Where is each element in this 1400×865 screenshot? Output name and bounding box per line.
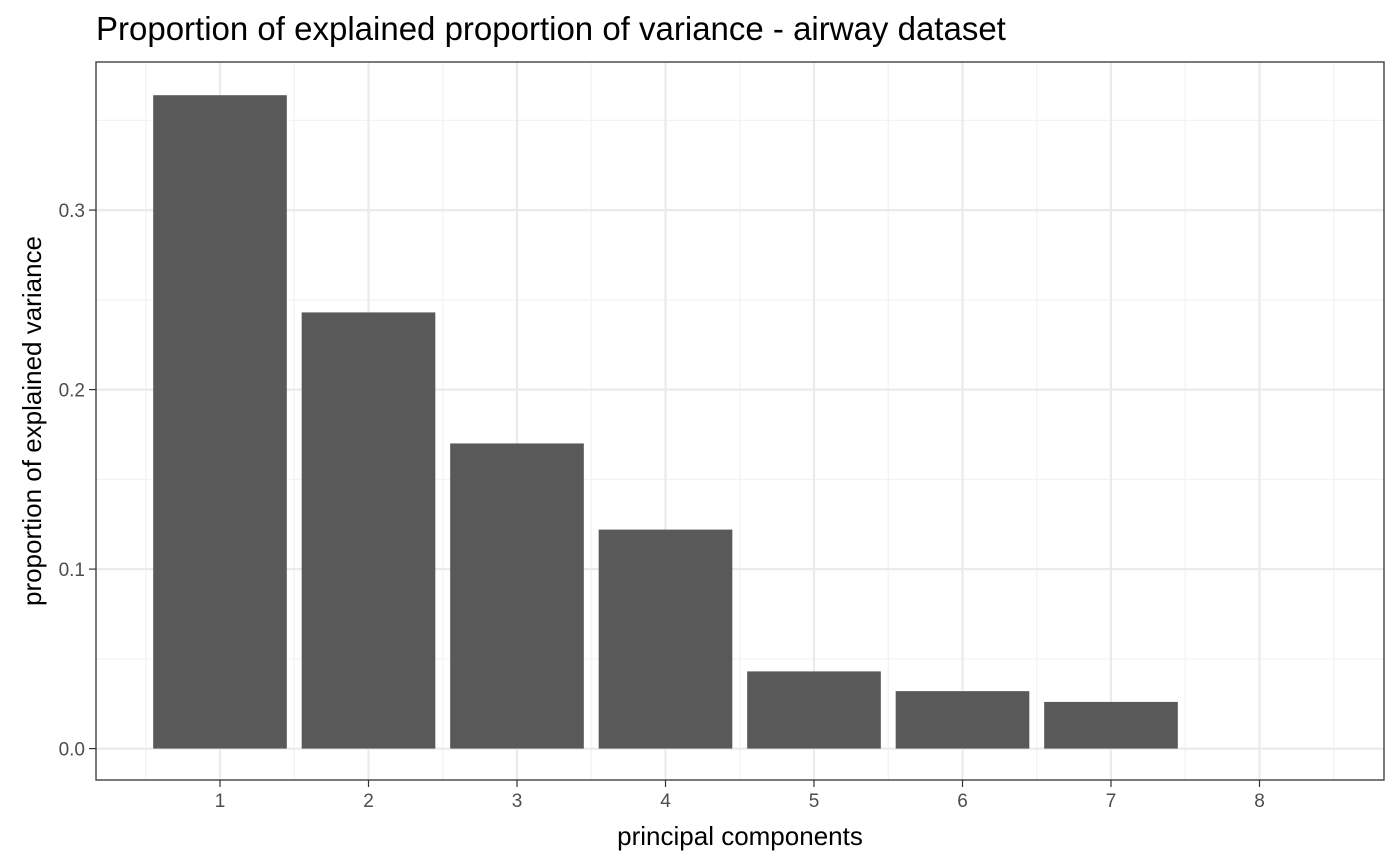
bar-pc-6 xyxy=(895,691,1030,749)
x-tick-label: 1 xyxy=(215,791,226,812)
y-tick-label: 0.0 xyxy=(59,740,85,761)
y-tick-label: 0.3 xyxy=(59,201,85,222)
x-tick-label: 4 xyxy=(660,791,671,812)
bar-pc-2 xyxy=(301,312,436,749)
bars xyxy=(153,95,1178,749)
y-axis-title: proportion of explained variance xyxy=(17,236,47,606)
bar-pc-3 xyxy=(450,443,584,749)
x-tick-label: 8 xyxy=(1254,791,1265,812)
chart-title: Proportion of explained proportion of va… xyxy=(96,10,1006,47)
x-tick-label: 2 xyxy=(363,791,374,812)
y-tick-label: 0.2 xyxy=(59,381,85,402)
bar-pc-4 xyxy=(598,529,733,749)
bar-pc-7 xyxy=(1044,701,1178,749)
x-axis: 1 2 3 4 5 6 7 8 xyxy=(215,780,1265,812)
plot-panel-border xyxy=(95,61,1385,781)
bar-pc-1 xyxy=(153,95,287,749)
x-tick-label: 5 xyxy=(809,791,820,812)
x-tick-label: 3 xyxy=(512,791,523,812)
y-axis: 0.0 0.1 0.2 0.3 xyxy=(59,201,96,761)
x-axis-title: principal components xyxy=(617,821,863,851)
x-tick-label: 7 xyxy=(1106,791,1117,812)
bar-pc-5 xyxy=(747,671,881,749)
y-tick-label: 0.1 xyxy=(59,560,85,581)
x-tick-label: 6 xyxy=(957,791,968,812)
